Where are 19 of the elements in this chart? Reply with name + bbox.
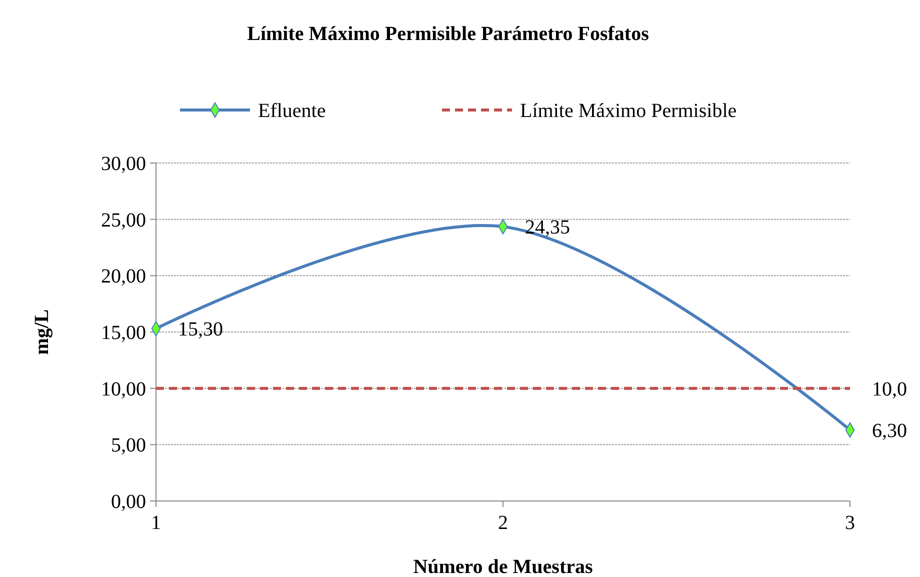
data-label: 24,35 [525,216,570,239]
y-tick-label: 15,00 [101,322,146,344]
y-tick-label: 25,00 [101,209,146,232]
data-label: 6,30 [872,420,907,442]
x-tick-label: 1 [151,512,161,534]
chart-title: Límite Máximo Permisible Parámetro Fosfatos [247,23,650,45]
x-tick-label: 3 [845,512,855,534]
legend-label: Efluente [258,100,326,122]
y-tick-label: 0,00 [111,491,146,513]
y-tick-label: 30,00 [101,153,146,175]
x-tick-label: 2 [498,512,508,534]
y-tick-label: 20,00 [101,266,146,288]
y-axis-title: mg/L [31,309,53,355]
y-tick-label: 10,00 [101,378,146,400]
legend-label: Límite Máximo Permisible [520,100,737,122]
data-label: 15,30 [178,318,223,341]
y-tick-label: 5,00 [111,434,146,457]
data-label: 10,0 [872,378,907,400]
x-axis-title: Número de Muestras [413,556,594,577]
